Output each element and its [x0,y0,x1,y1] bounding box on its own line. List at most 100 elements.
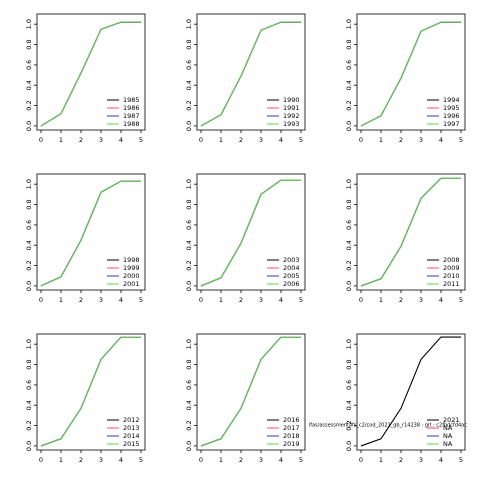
x-tick-label: 1 [219,456,223,464]
y-tick-label: 1.0 [25,19,33,29]
legend-label: 2011 [443,280,460,288]
y-tick-label: 1.0 [185,339,193,349]
legend-label: NA [443,440,453,448]
legend-label: 2005 [283,272,300,280]
y-tick-label: 0.6 [345,220,353,230]
x-tick-label: 2 [239,296,243,304]
x-tick-label: 3 [419,296,423,304]
legend-label: 2015 [123,440,140,448]
y-tick-label: 0.2 [25,420,33,430]
y-tick-label: 1.0 [25,179,33,189]
legend-label: 2012 [123,416,140,424]
legend-label: NA [443,424,453,432]
legend-label: 2021 [443,416,460,424]
x-tick-label: 5 [299,136,303,144]
y-tick-label: 0.4 [25,80,33,90]
plot-frame [36,13,146,131]
legend-label: 1996 [443,112,460,120]
plot-frame [196,13,306,131]
x-tick-label: 5 [139,136,143,144]
y-tick-label: 0.0 [345,281,353,291]
x-tick-label: 1 [219,136,223,144]
x-tick-label: 4 [279,296,283,304]
plot-frame [196,173,306,291]
x-tick-label: 4 [119,136,123,144]
legend-label: 2018 [283,432,300,440]
y-tick-label: 0.4 [345,240,353,250]
x-tick-label: 1 [379,296,383,304]
y-tick-label: 0.4 [25,240,33,250]
x-tick-label: 3 [99,456,103,464]
series-line [200,179,301,287]
x-tick-label: 0 [359,456,363,464]
x-tick-label: 0 [359,296,363,304]
y-tick-label: 0.0 [345,121,353,131]
x-tick-label: 5 [299,456,303,464]
x-tick-label: 2 [79,456,83,464]
legend-label: 1986 [123,104,140,112]
y-tick-label: 0.8 [345,199,353,209]
legend-label: 2016 [283,416,300,424]
legend-label: 2009 [443,264,460,272]
y-tick-label: 0.8 [185,359,193,369]
y-tick-label: 0.6 [25,60,33,70]
x-tick-label: 5 [459,296,463,304]
legend-label: 1994 [443,96,460,104]
x-tick-label: 3 [259,136,263,144]
x-tick-label: 2 [79,136,83,144]
x-tick-label: 5 [139,456,143,464]
legend-label: 2004 [283,264,300,272]
x-tick-label: 4 [119,296,123,304]
y-tick-label: 0.6 [185,380,193,390]
plot-frame [356,13,466,131]
x-tick-label: 4 [279,456,283,464]
legend-label: 1992 [283,112,300,120]
y-tick-label: 1.0 [345,339,353,349]
y-tick-label: 0.0 [25,121,33,131]
y-tick-label: 0.8 [25,359,33,369]
x-tick-label: 2 [399,136,403,144]
x-tick-label: 3 [259,296,263,304]
x-tick-label: 3 [419,136,423,144]
x-tick-label: 1 [59,296,63,304]
y-tick-label: 0.8 [185,199,193,209]
x-tick-label: 5 [459,136,463,144]
y-tick-label: 0.2 [185,260,193,270]
y-tick-label: 0.2 [25,260,33,270]
legend-label: 1993 [283,120,300,128]
y-tick-label: 0.8 [25,199,33,209]
series-line [40,336,141,447]
y-tick-label: 0.6 [25,380,33,390]
x-tick-label: 4 [279,136,283,144]
x-tick-label: 0 [39,456,43,464]
x-tick-label: 2 [399,456,403,464]
annotation: lfas/assessment/lfs_c2/cod_2021_gb_r1423… [309,423,467,429]
series-line [200,336,301,447]
y-tick-label: 0.0 [185,281,193,291]
legend-label: 2019 [283,440,300,448]
y-tick-label: 0.2 [345,260,353,270]
y-tick-label: 0.6 [345,380,353,390]
legend-label: NA [443,432,453,440]
x-tick-label: 4 [439,136,443,144]
series-line [360,336,461,447]
x-tick-label: 0 [199,456,203,464]
y-tick-label: 1.0 [25,339,33,349]
x-tick-label: 4 [439,296,443,304]
legend-label: 1990 [283,96,300,104]
y-tick-label: 0.2 [345,420,353,430]
y-tick-label: 0.4 [185,240,193,250]
x-tick-label: 2 [239,136,243,144]
x-tick-label: 0 [39,136,43,144]
x-tick-label: 1 [379,456,383,464]
x-tick-label: 4 [439,456,443,464]
x-tick-label: 2 [79,296,83,304]
y-tick-label: 0.8 [345,39,353,49]
y-tick-label: 0.8 [185,39,193,49]
x-tick-label: 0 [199,136,203,144]
y-tick-label: 0.2 [345,100,353,110]
x-tick-label: 3 [99,136,103,144]
legend-label: 1988 [123,120,140,128]
legend-label: 1991 [283,104,300,112]
